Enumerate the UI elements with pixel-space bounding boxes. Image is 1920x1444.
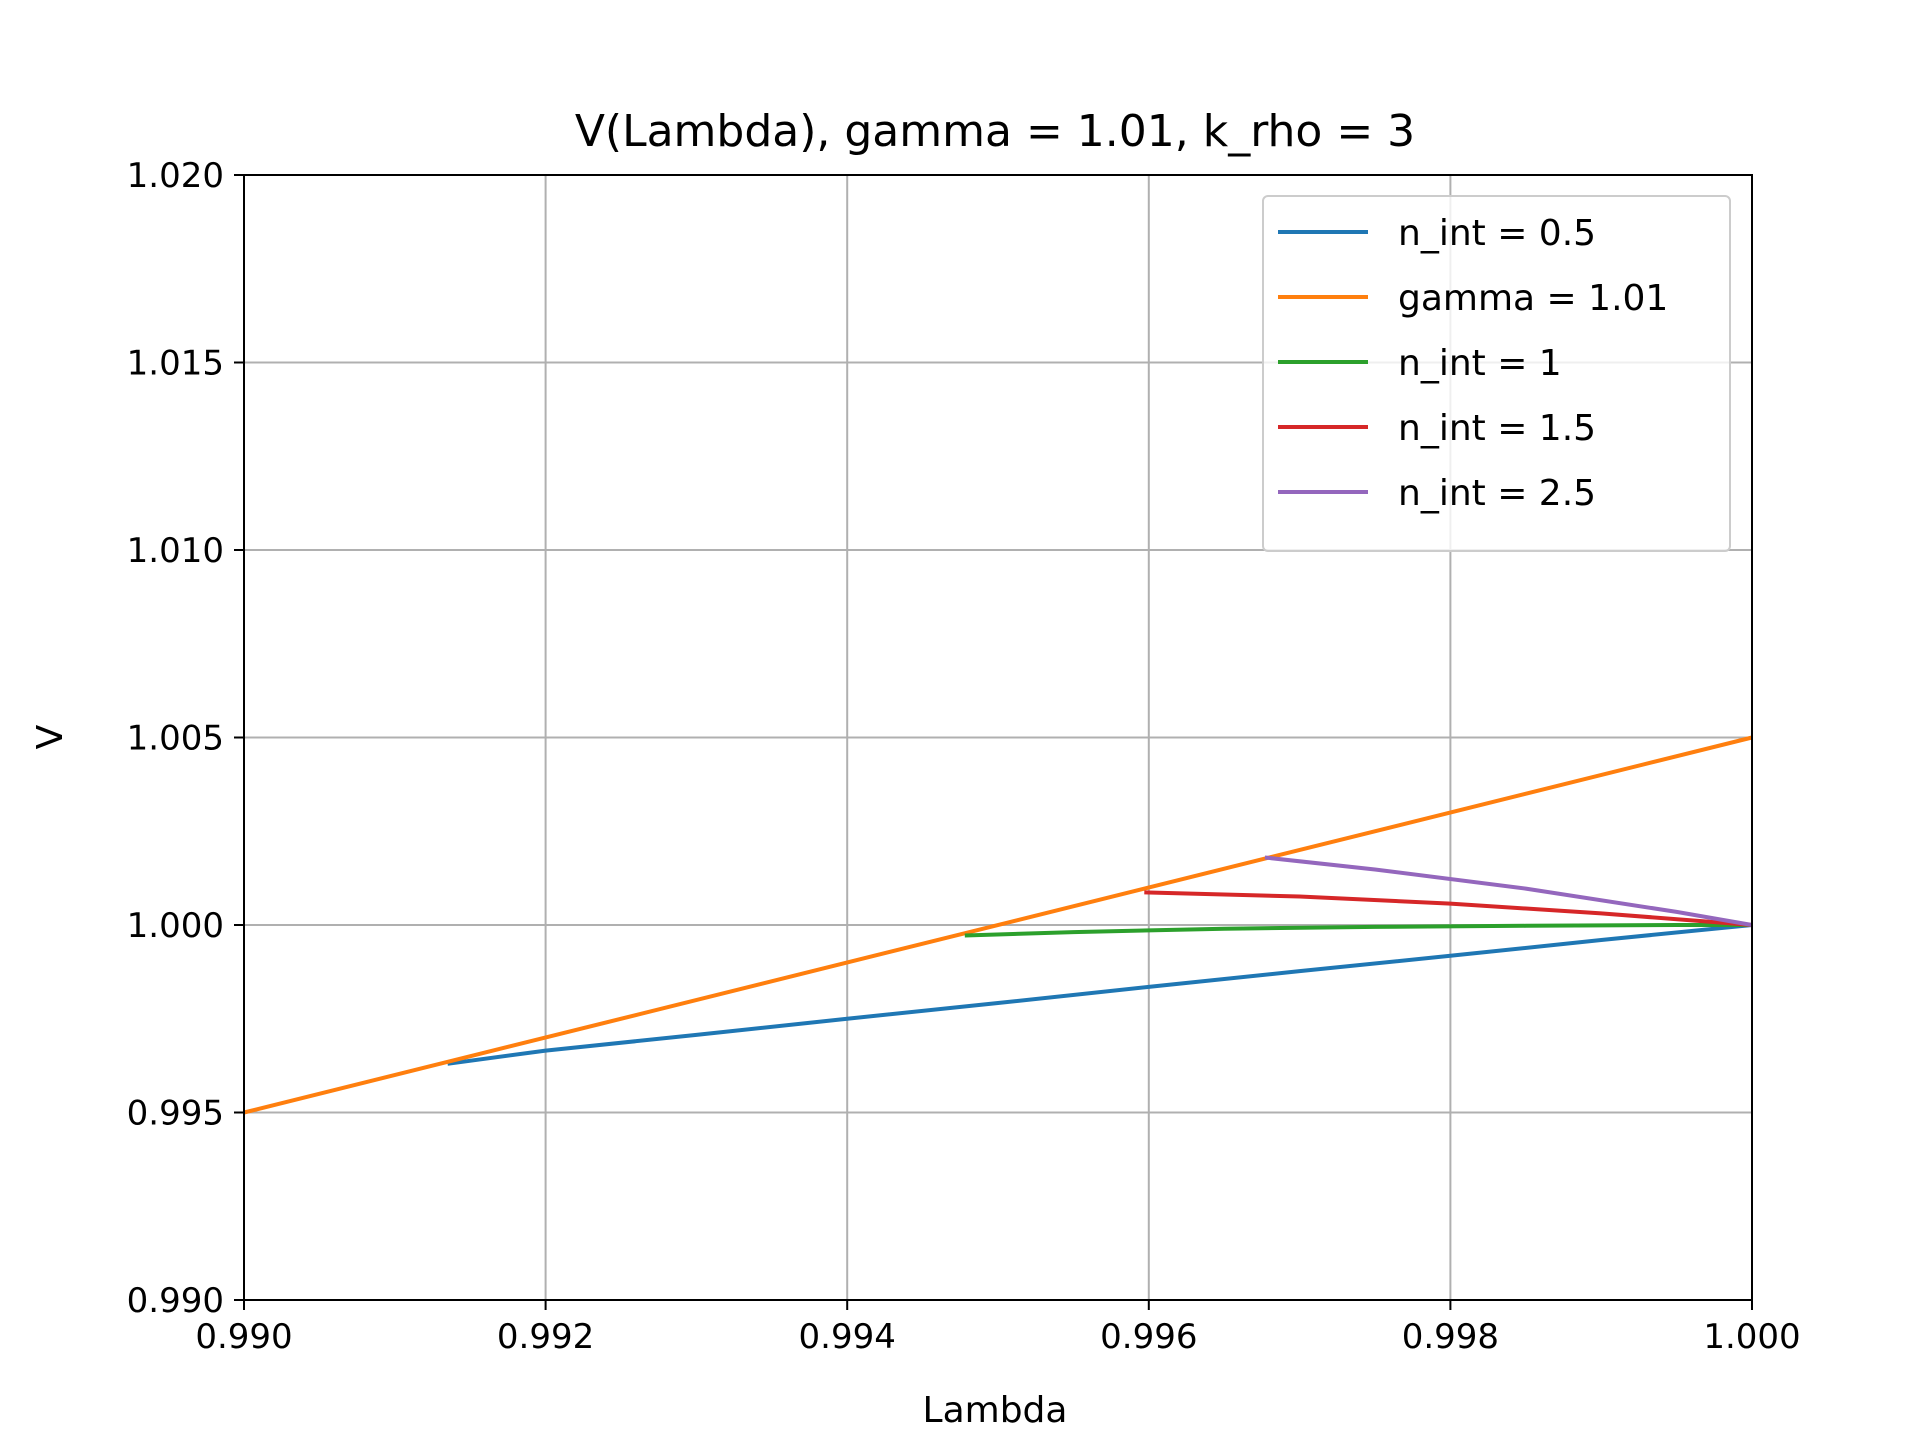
y-tick-label: 1.015	[127, 344, 224, 384]
legend-box	[1262, 195, 1731, 552]
series-line-4	[1144, 890, 1753, 927]
x-tick-label: 0.992	[497, 1317, 594, 1357]
x-tick-label: 0.990	[195, 1317, 292, 1357]
axis-ticks: 0.990 0.992 0.994 0.996 0.998 1.000 0.990 0.995…	[127, 156, 1801, 1357]
series-line-2	[243, 735, 1753, 1115]
y-tick-label: 1.005	[127, 719, 224, 759]
plot-area	[243, 735, 1753, 1115]
x-axis-label: Lambda	[923, 1390, 1068, 1431]
y-tick-label: 1.010	[127, 531, 224, 571]
series-line-1	[447, 923, 1753, 1066]
chart-title: V(Lambda), gamma = 1.01, k_rho = 3	[575, 106, 1415, 157]
x-tick-label: 0.998	[1402, 1317, 1499, 1357]
y-tick-label: 0.995	[127, 1094, 224, 1134]
legend-label: gamma = 1.01	[1398, 278, 1668, 319]
series-line-3	[964, 923, 1752, 938]
legend-label: n_int = 0.5	[1398, 213, 1596, 254]
x-tick-label: 1.000	[1703, 1317, 1800, 1357]
y-axis-label: V	[30, 724, 71, 749]
x-tick-label: 0.994	[799, 1317, 896, 1357]
legend-label: n_int = 1.5	[1398, 408, 1596, 449]
legend-label: n_int = 1	[1398, 343, 1562, 384]
y-tick-label: 1.020	[127, 156, 224, 196]
y-tick-label: 0.990	[127, 1281, 224, 1321]
x-tick-label: 0.996	[1100, 1317, 1197, 1357]
legend-label: n_int = 2.5	[1398, 473, 1596, 514]
series-line-5	[1264, 855, 1753, 927]
legend: n_int = 0.5 gamma = 1.01 n_int = 1 n_int = …	[1262, 195, 1731, 552]
y-tick-label: 1.000	[127, 906, 224, 946]
